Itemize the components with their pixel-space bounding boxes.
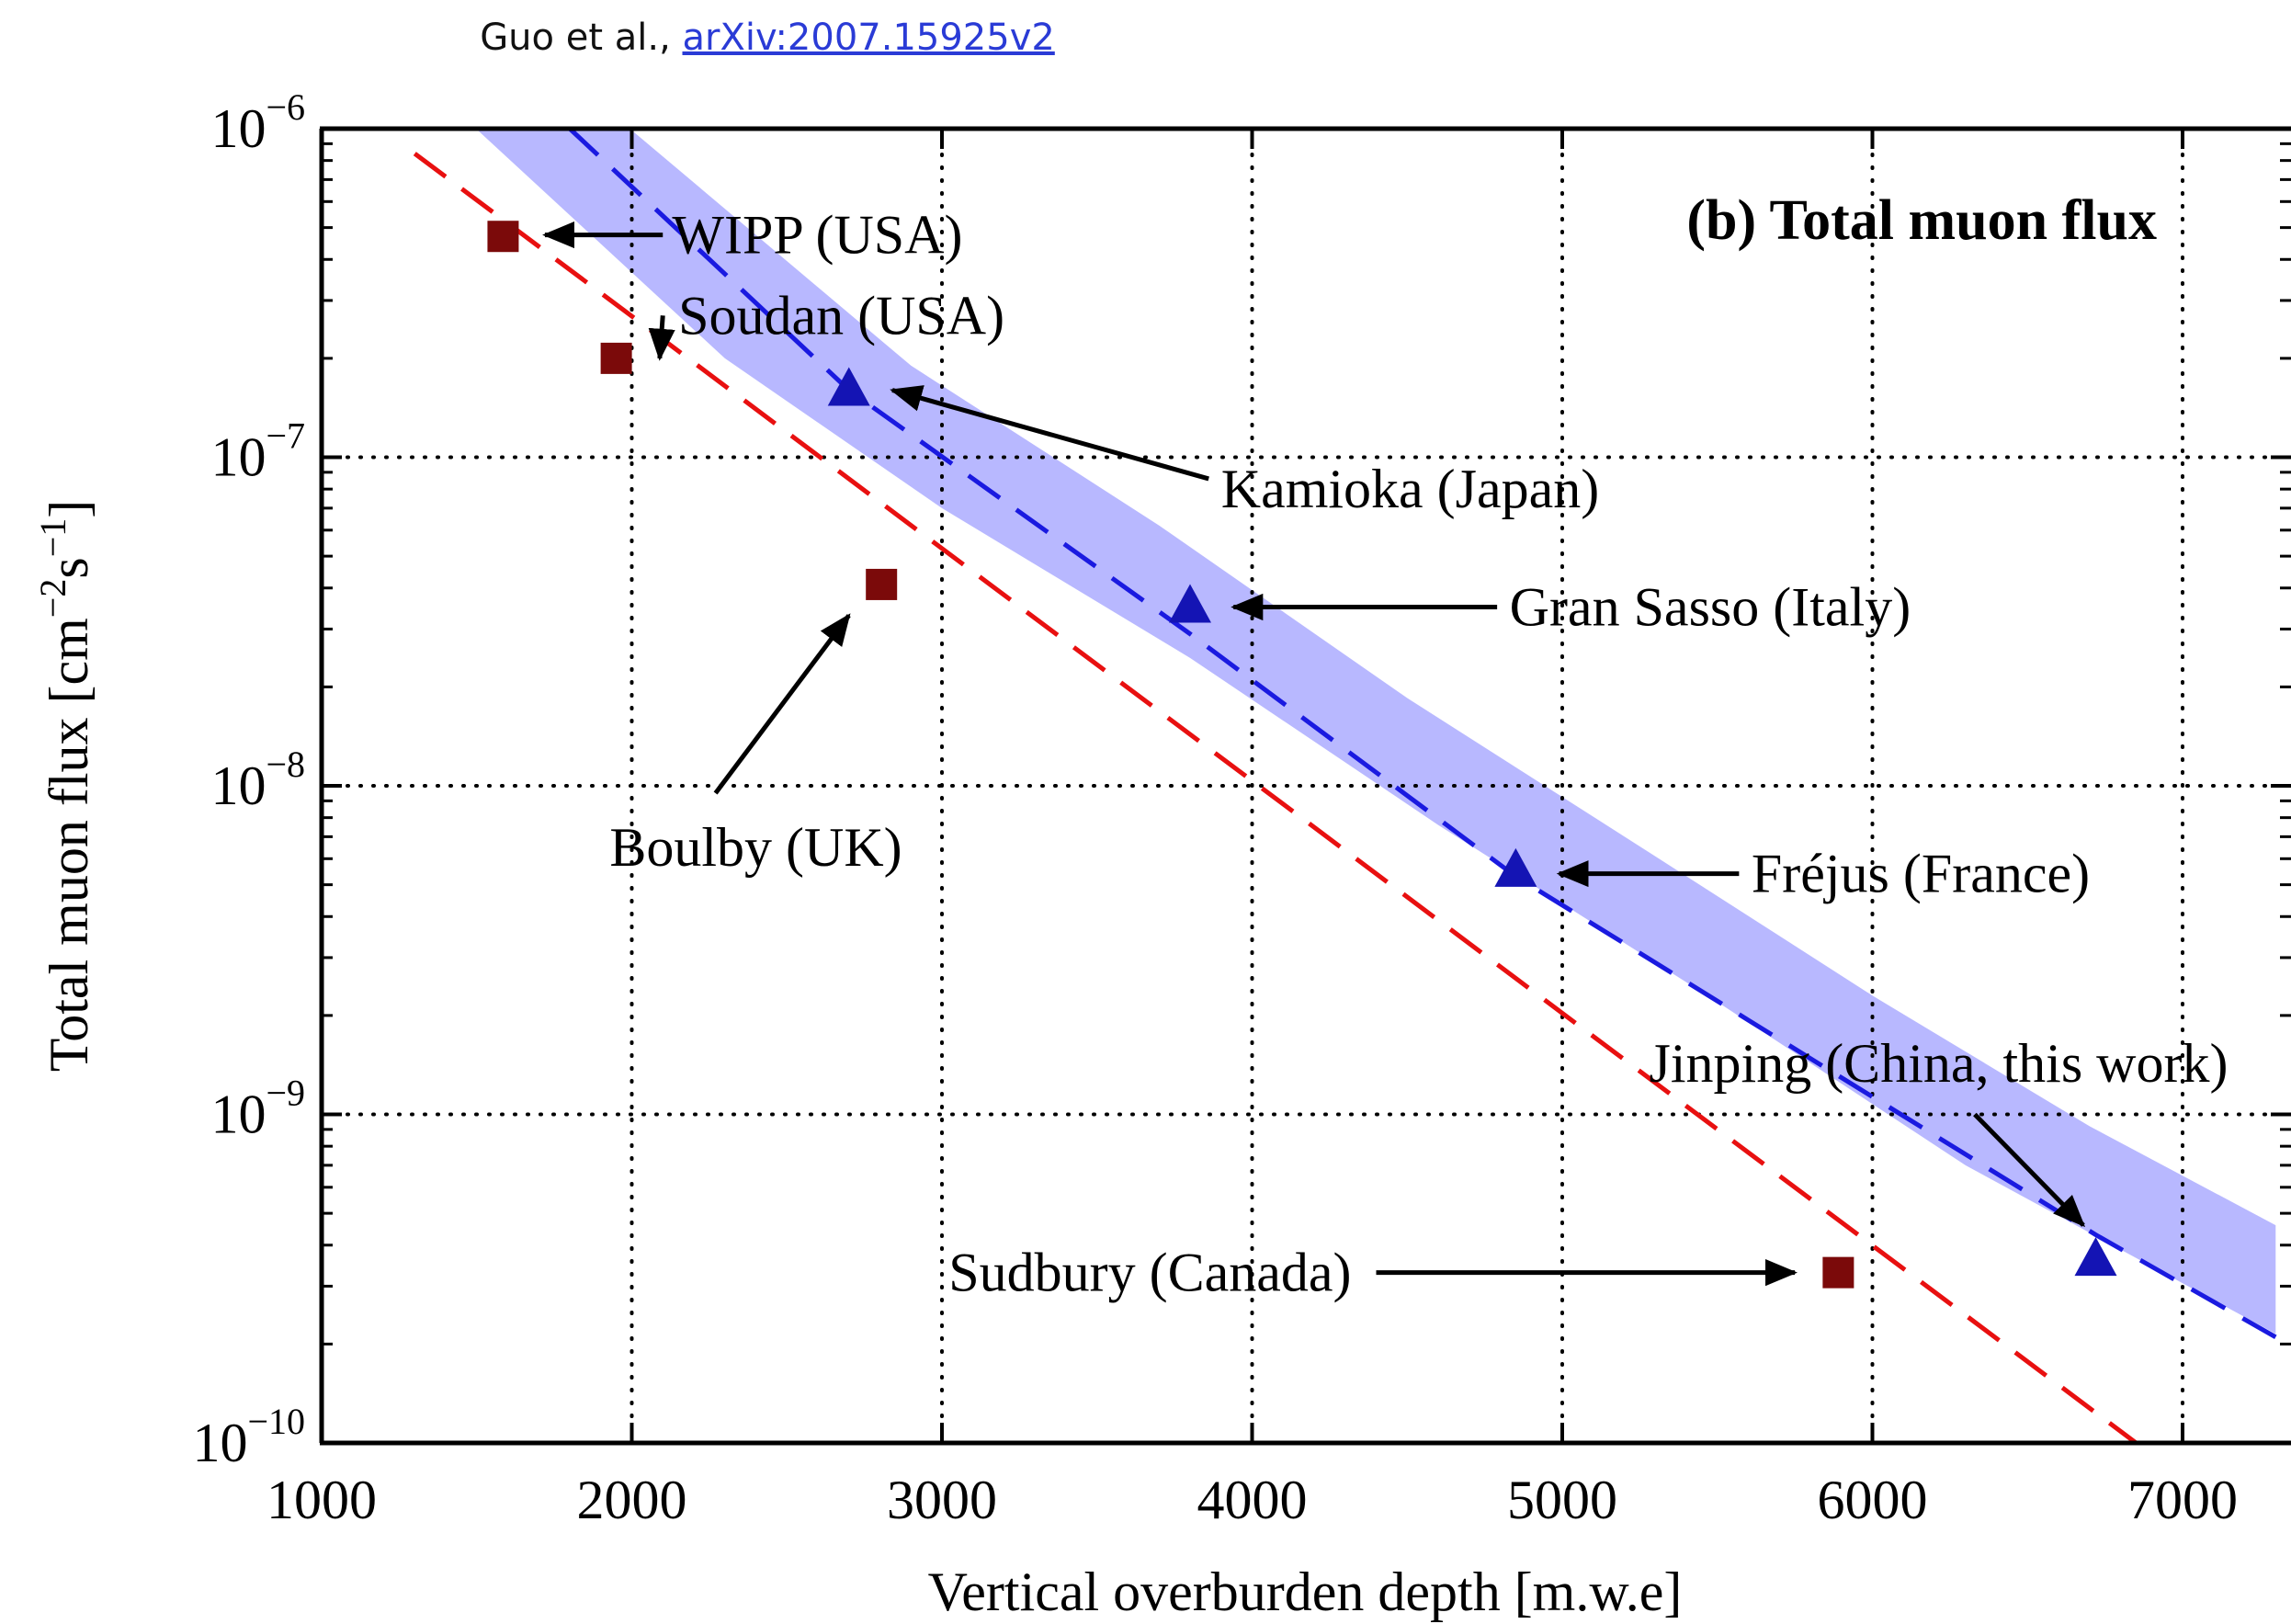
uncertainty-band xyxy=(475,129,2276,1334)
data-point-square xyxy=(866,568,898,600)
arxiv-link[interactable]: arXiv:2007.15925v2 xyxy=(682,17,1055,59)
x-axis-label: Vertical overburden depth [m.w.e] xyxy=(928,1562,1683,1622)
data-point-square xyxy=(1822,1256,1854,1289)
annotation-arrow xyxy=(890,385,1209,482)
annotation-arrow xyxy=(1973,1112,2086,1228)
annotation-label: Boulby (UK) xyxy=(609,817,902,878)
data-point-triangle xyxy=(827,367,870,406)
annotation-label: Jinping (China, this work) xyxy=(1650,1033,2229,1094)
x-tick-label: 1000 xyxy=(267,1470,377,1530)
annotation-label: Soudan (USA) xyxy=(678,285,1004,346)
data-point-triangle xyxy=(2074,1237,2117,1277)
chart-title: (b) Total muon flux xyxy=(1686,189,2157,252)
x-tick-label: 3000 xyxy=(887,1470,997,1530)
annotation-label: Gran Sasso (Italy) xyxy=(1510,576,1911,637)
fit-line-red xyxy=(413,152,2138,1443)
data-point-square xyxy=(487,221,519,253)
data-point-triangle xyxy=(1169,584,1211,623)
annotation-label: Kamioka (Japan) xyxy=(1221,459,1600,519)
citation-prefix: Guo et al., xyxy=(480,17,683,59)
annotation-label: Sudbury (Canada) xyxy=(948,1243,1351,1303)
y-tick-label: 10−9 xyxy=(210,1073,305,1145)
annotation-label: WIPP (USA) xyxy=(672,205,962,266)
annotation-arrow xyxy=(713,613,851,795)
y-axis-label: Total muon flux [cm−2s−1] xyxy=(32,500,99,1073)
y-tick-label: 10−8 xyxy=(210,744,305,816)
data-point-triangle xyxy=(1494,847,1537,887)
annotation-arrow xyxy=(648,315,675,361)
x-tick-label: 6000 xyxy=(1818,1470,1928,1530)
x-tick-label: 4000 xyxy=(1197,1470,1308,1530)
fit-line-blue xyxy=(568,129,2277,1339)
citation: Guo et al., arXiv:2007.15925v2 xyxy=(0,17,1535,59)
y-tick-label: 10−6 xyxy=(210,86,305,159)
y-tick-label: 10−10 xyxy=(192,1401,305,1473)
y-tick-label: 10−7 xyxy=(210,415,305,488)
x-tick-label: 7000 xyxy=(2127,1470,2238,1530)
x-tick-label: 5000 xyxy=(1507,1470,1617,1530)
annotation-label: Fréjus (France) xyxy=(1752,844,2090,904)
x-tick-label: 2000 xyxy=(577,1470,687,1530)
data-point-square xyxy=(600,342,632,374)
